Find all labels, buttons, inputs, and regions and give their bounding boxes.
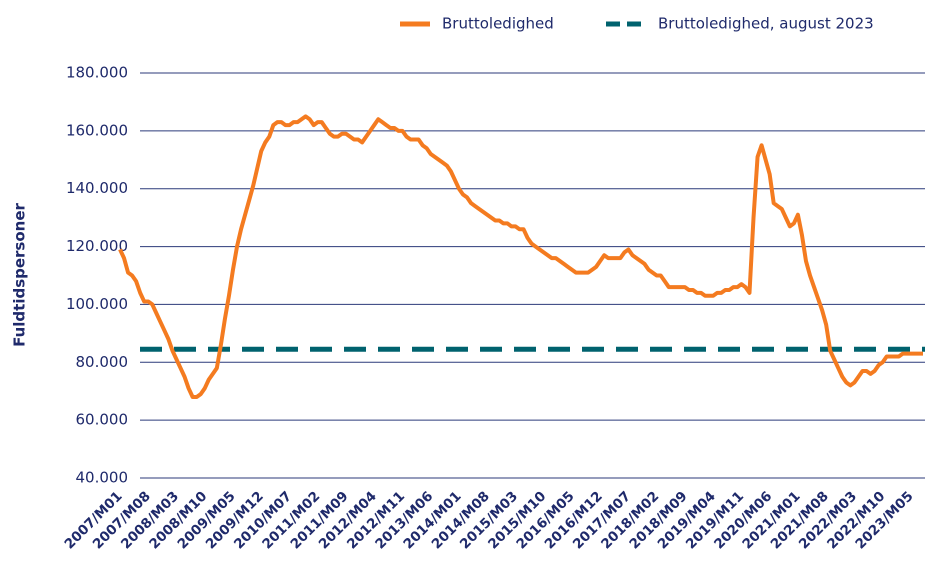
legend-label: Bruttoledighed, august 2023 [658,15,874,33]
y-tick-label: 140.000 [66,179,128,197]
legend-label: Bruttoledighed [442,15,554,33]
y-tick-label: 60.000 [76,411,129,429]
y-tick-label: 80.000 [76,353,129,371]
y-tick-label: 100.000 [66,295,128,313]
line [118,114,923,399]
y-tick-label: 160.000 [66,121,128,139]
y-tick-label: 120.000 [66,237,128,255]
y-tick-label: 40.000 [76,469,129,487]
y-axis-label: Fuldtidspersoner [11,202,29,346]
y-tick-label: 180.000 [66,64,128,82]
